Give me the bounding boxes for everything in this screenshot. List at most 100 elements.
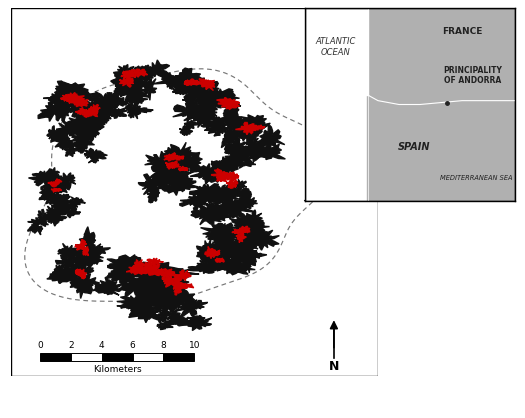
Polygon shape xyxy=(189,104,212,116)
Polygon shape xyxy=(226,181,238,189)
Polygon shape xyxy=(243,146,256,156)
Polygon shape xyxy=(236,234,246,242)
Polygon shape xyxy=(200,243,227,259)
Polygon shape xyxy=(71,122,83,133)
Polygon shape xyxy=(151,170,169,185)
Polygon shape xyxy=(50,95,85,104)
Polygon shape xyxy=(157,302,187,309)
Polygon shape xyxy=(158,162,189,173)
Polygon shape xyxy=(234,242,257,259)
Polygon shape xyxy=(152,271,185,288)
Polygon shape xyxy=(78,111,99,121)
Polygon shape xyxy=(232,219,269,238)
Polygon shape xyxy=(58,173,76,190)
Polygon shape xyxy=(161,168,180,189)
Polygon shape xyxy=(202,249,230,268)
Polygon shape xyxy=(207,206,230,220)
Polygon shape xyxy=(96,100,117,113)
Text: ATLANTIC
OCEAN: ATLANTIC OCEAN xyxy=(316,37,356,56)
Polygon shape xyxy=(68,99,89,117)
Polygon shape xyxy=(135,272,160,291)
Polygon shape xyxy=(225,103,239,121)
Polygon shape xyxy=(90,248,103,265)
Polygon shape xyxy=(61,95,73,102)
Polygon shape xyxy=(222,103,239,110)
Polygon shape xyxy=(225,146,256,163)
Bar xyxy=(163,353,194,362)
Polygon shape xyxy=(61,243,77,257)
Polygon shape xyxy=(136,65,154,78)
Polygon shape xyxy=(136,277,179,291)
Polygon shape xyxy=(230,134,241,153)
Polygon shape xyxy=(184,120,199,129)
Polygon shape xyxy=(204,92,220,104)
Polygon shape xyxy=(234,245,254,263)
Polygon shape xyxy=(166,275,180,293)
Polygon shape xyxy=(28,224,43,235)
Polygon shape xyxy=(138,171,169,196)
Polygon shape xyxy=(203,89,239,106)
Polygon shape xyxy=(45,211,67,222)
Text: FRANCE: FRANCE xyxy=(442,27,482,36)
Polygon shape xyxy=(206,223,234,246)
Polygon shape xyxy=(155,279,180,293)
Polygon shape xyxy=(226,142,249,151)
Polygon shape xyxy=(222,199,256,214)
Polygon shape xyxy=(224,187,251,198)
Text: 6: 6 xyxy=(130,342,135,350)
Polygon shape xyxy=(108,97,131,106)
Polygon shape xyxy=(110,261,143,286)
Text: 4: 4 xyxy=(99,342,104,350)
Polygon shape xyxy=(207,185,234,195)
Polygon shape xyxy=(128,276,170,294)
Polygon shape xyxy=(54,194,70,201)
Polygon shape xyxy=(175,68,202,86)
Polygon shape xyxy=(144,150,180,171)
Polygon shape xyxy=(215,258,224,263)
Polygon shape xyxy=(217,114,250,133)
Polygon shape xyxy=(96,281,123,295)
Polygon shape xyxy=(164,161,184,180)
Polygon shape xyxy=(193,80,200,85)
Polygon shape xyxy=(74,245,93,260)
Polygon shape xyxy=(180,125,193,136)
Polygon shape xyxy=(70,127,97,147)
Polygon shape xyxy=(92,283,110,292)
Text: 10: 10 xyxy=(188,342,200,350)
Polygon shape xyxy=(74,110,93,120)
Polygon shape xyxy=(84,148,108,160)
Polygon shape xyxy=(125,99,140,119)
Polygon shape xyxy=(111,72,134,97)
Polygon shape xyxy=(201,117,225,132)
Polygon shape xyxy=(196,184,209,201)
Polygon shape xyxy=(50,132,68,143)
Polygon shape xyxy=(75,140,83,149)
Polygon shape xyxy=(58,248,79,259)
Polygon shape xyxy=(43,94,81,103)
Polygon shape xyxy=(117,299,158,311)
Polygon shape xyxy=(79,227,96,251)
Polygon shape xyxy=(71,253,93,263)
Polygon shape xyxy=(52,265,66,280)
Polygon shape xyxy=(230,161,256,168)
Text: 8: 8 xyxy=(161,342,166,350)
Polygon shape xyxy=(206,161,229,182)
Polygon shape xyxy=(78,254,91,264)
Polygon shape xyxy=(118,84,152,99)
Polygon shape xyxy=(86,100,103,119)
Polygon shape xyxy=(232,217,255,235)
Polygon shape xyxy=(188,189,223,208)
Polygon shape xyxy=(39,190,59,204)
Polygon shape xyxy=(204,80,213,89)
Polygon shape xyxy=(119,274,153,298)
Polygon shape xyxy=(125,94,148,104)
Polygon shape xyxy=(217,255,245,274)
Polygon shape xyxy=(127,79,151,89)
Polygon shape xyxy=(245,229,279,250)
Polygon shape xyxy=(242,144,272,162)
Polygon shape xyxy=(128,277,165,294)
Polygon shape xyxy=(188,265,220,273)
Polygon shape xyxy=(242,196,257,206)
Polygon shape xyxy=(51,130,70,135)
Text: Kilometers: Kilometers xyxy=(93,365,141,374)
